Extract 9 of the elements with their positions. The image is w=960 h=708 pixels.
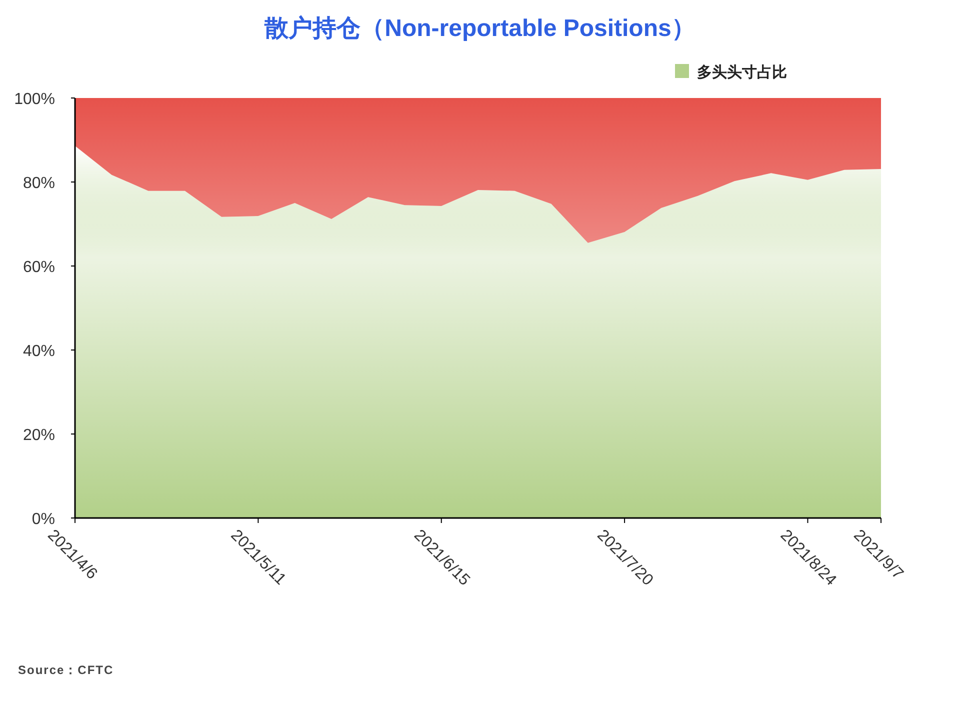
source-note: Source：CFTC (18, 663, 114, 677)
y-tick-label: 0% (32, 511, 55, 528)
chart-title: 散户持仓（Non-reportable Positions） (264, 15, 696, 42)
y-tick-label: 100% (14, 91, 55, 108)
legend-label: 多头头寸占比 (697, 64, 787, 81)
y-tick-label: 20% (22, 427, 55, 444)
y-tick-label: 80% (22, 175, 55, 192)
y-tick-label: 40% (22, 343, 55, 360)
y-tick-label: 60% (22, 259, 55, 276)
